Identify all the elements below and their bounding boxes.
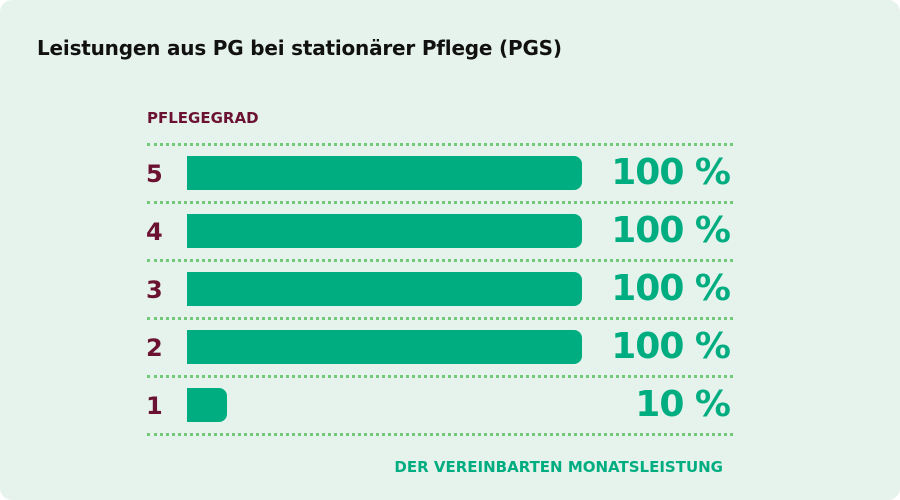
value-label: 100 %: [611, 268, 731, 309]
y-axis-label: PFLEGEGRAD: [147, 109, 259, 127]
category-label: 4: [146, 218, 163, 246]
bar: [187, 330, 582, 364]
category-label: 2: [146, 334, 163, 362]
bar: [187, 156, 582, 190]
separator-line: [147, 433, 733, 436]
x-axis-label: DER VEREINBARTEN MONATSLEISTUNG: [394, 458, 723, 476]
value-label: 100 %: [611, 210, 731, 251]
separator-line: [147, 201, 733, 204]
separator-line: [147, 317, 733, 320]
bar: [187, 214, 582, 248]
category-label: 5: [146, 160, 163, 188]
separator-line: [147, 259, 733, 262]
separator-line: [147, 375, 733, 378]
bar: [187, 272, 582, 306]
category-label: 3: [146, 276, 163, 304]
category-label: 1: [146, 392, 163, 420]
value-label: 100 %: [611, 326, 731, 367]
value-label: 10 %: [635, 384, 731, 425]
value-label: 100 %: [611, 152, 731, 193]
chart-title: Leistungen aus PG bei stationärer Pflege…: [37, 36, 562, 60]
separator-line: [147, 143, 733, 146]
bar: [187, 388, 227, 422]
